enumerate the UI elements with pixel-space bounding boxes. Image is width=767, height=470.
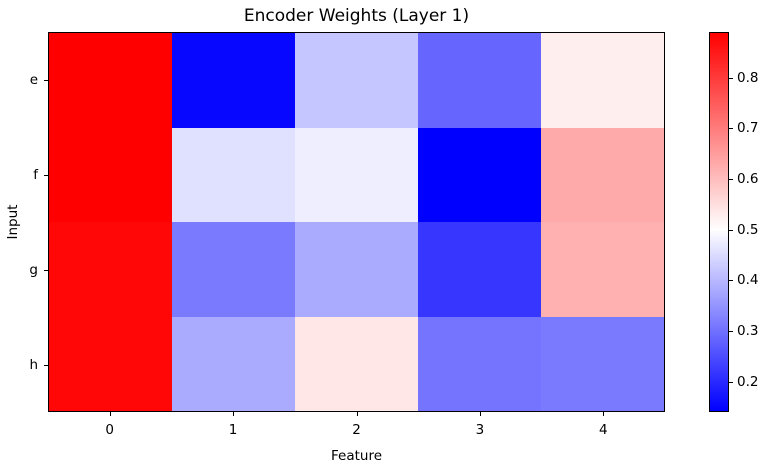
heatmap-cell-g-2 bbox=[295, 222, 418, 317]
heatmap-cell-f-0 bbox=[49, 127, 172, 222]
heatmap-cell-f-1 bbox=[172, 127, 295, 222]
heatmap-cell-e-1 bbox=[172, 33, 295, 128]
y-tick-label: e bbox=[29, 71, 38, 88]
colorbar-gradient bbox=[710, 33, 728, 411]
heatmap-cell-f-2 bbox=[295, 127, 418, 222]
heatmap-cell-e-3 bbox=[418, 33, 541, 128]
colorbar-tick-label: 0.6 bbox=[737, 170, 759, 187]
x-tick-mark bbox=[603, 412, 605, 416]
colorbar-tick-mark bbox=[729, 280, 733, 282]
x-tick-label: 1 bbox=[228, 422, 238, 438]
heatmap-plot-area bbox=[48, 32, 665, 412]
y-tick-mark bbox=[44, 174, 48, 176]
heatmap-cell-h-2 bbox=[295, 316, 418, 411]
x-tick-mark bbox=[109, 412, 111, 416]
x-tick-label: 4 bbox=[599, 422, 608, 438]
colorbar-tick-mark bbox=[729, 128, 733, 130]
x-tick-label: 2 bbox=[352, 422, 361, 438]
colorbar-tick-label: 0.7 bbox=[737, 120, 759, 137]
colorbar-tick-mark bbox=[729, 77, 733, 79]
chart-title: Encoder Weights (Layer 1) bbox=[243, 6, 470, 26]
heatmap-cell-h-1 bbox=[172, 316, 295, 411]
y-axis-label: Input bbox=[5, 204, 21, 240]
y-tick-label: h bbox=[29, 356, 38, 373]
colorbar-tick-label: 0.2 bbox=[737, 373, 759, 390]
heatmap-cell-g-0 bbox=[49, 222, 172, 317]
colorbar-tick-mark bbox=[729, 381, 733, 383]
y-tick-mark bbox=[44, 269, 48, 271]
heatmap-cell-e-2 bbox=[295, 33, 418, 128]
colorbar-tick-label: 0.5 bbox=[737, 221, 759, 238]
heatmap-cell-h-3 bbox=[418, 316, 541, 411]
heatmap-cell-g-4 bbox=[541, 222, 664, 317]
heatmap-cell-h-4 bbox=[541, 316, 664, 411]
colorbar-tick-mark bbox=[729, 229, 733, 231]
x-tick-mark bbox=[356, 412, 358, 416]
y-tick-mark bbox=[44, 364, 48, 366]
heatmap-cell-e-0 bbox=[49, 33, 172, 128]
heatmap-cell-g-3 bbox=[418, 222, 541, 317]
y-tick-label: f bbox=[33, 166, 38, 183]
heatmap-cell-f-3 bbox=[418, 127, 541, 222]
y-tick-label: g bbox=[29, 261, 38, 278]
colorbar-tick-label: 0.3 bbox=[737, 322, 759, 339]
heatmap-cell-h-0 bbox=[49, 316, 172, 411]
y-tick-mark bbox=[44, 79, 48, 81]
x-tick-label: 0 bbox=[105, 422, 114, 438]
colorbar-tick-label: 0.4 bbox=[737, 272, 759, 289]
heatmap-cell-f-4 bbox=[541, 127, 664, 222]
heatmap-cell-e-4 bbox=[541, 33, 664, 128]
colorbar-tick-mark bbox=[729, 330, 733, 332]
colorbar-tick-mark bbox=[729, 178, 733, 180]
x-axis-label: Feature bbox=[330, 448, 382, 464]
x-tick-mark bbox=[233, 412, 235, 416]
heatmap-cell-g-1 bbox=[172, 222, 295, 317]
colorbar-tick-label: 0.8 bbox=[737, 69, 759, 86]
colorbar bbox=[709, 32, 729, 412]
x-tick-mark bbox=[479, 412, 481, 416]
x-tick-label: 3 bbox=[475, 422, 485, 438]
